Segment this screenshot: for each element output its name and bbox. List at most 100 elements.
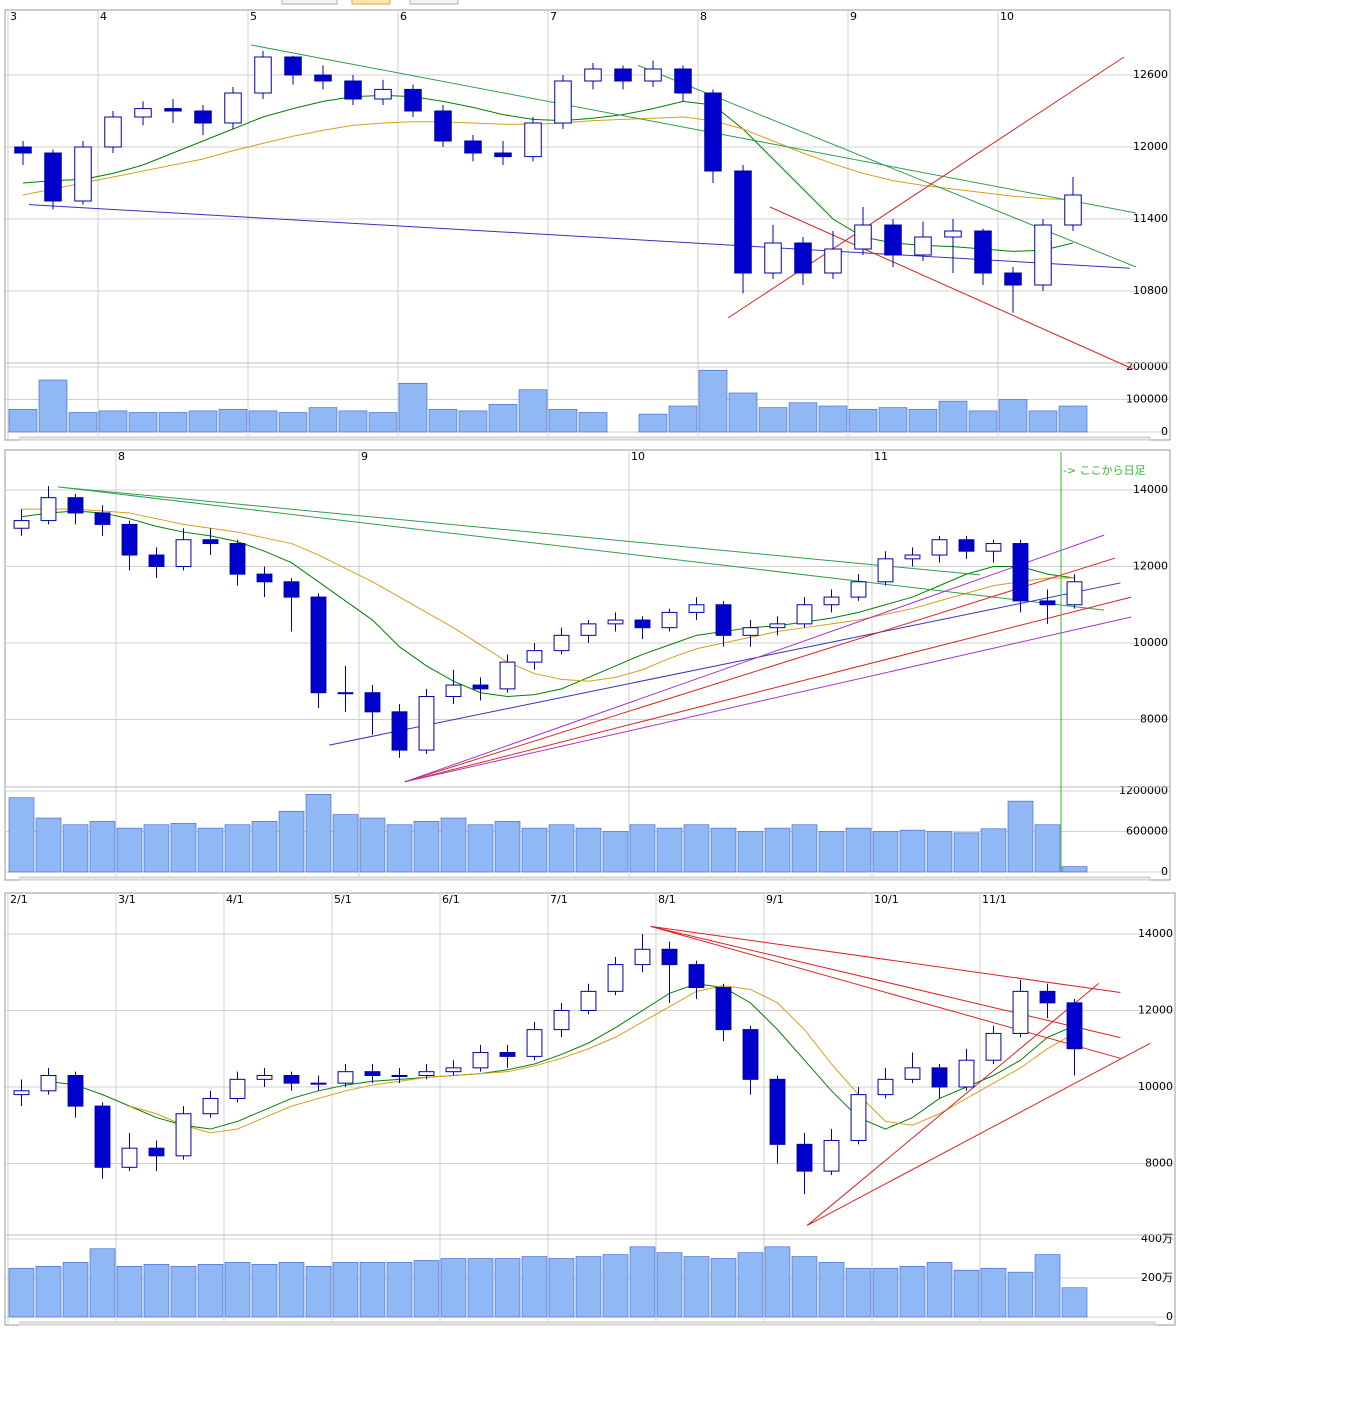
volume-bar (332, 1262, 359, 1318)
scrollbar (19, 1321, 1156, 1326)
tab[interactable] (351, 0, 391, 5)
volume-bar (278, 412, 308, 433)
volume-bar (38, 379, 68, 433)
y-tick-label: 12600 (1133, 68, 1168, 81)
moving-average (21, 510, 1075, 698)
volume-bar (683, 824, 710, 873)
candle-body (94, 1105, 111, 1168)
panel-frame (4, 9, 1171, 441)
candle-body (985, 543, 1002, 552)
x-tick-label: 5/1 (334, 893, 352, 906)
candle-body (445, 1067, 462, 1073)
panel-frame (4, 449, 1171, 881)
moving-average (21, 508, 1075, 682)
y-tick-label: 10000 (1138, 1080, 1173, 1093)
candle-body (175, 539, 192, 567)
x-tick-label: 3/1 (118, 893, 136, 906)
candle-body (958, 539, 975, 552)
trendline (28, 204, 1131, 269)
moving-average (129, 985, 1075, 1134)
candle-body (391, 1075, 408, 1078)
volume-bar (305, 1266, 332, 1318)
candle-body (40, 1075, 57, 1092)
volume-bar (764, 827, 791, 873)
volume-bar (788, 402, 818, 433)
volume-bar (62, 1262, 89, 1318)
candle-body (769, 1078, 786, 1145)
candle-body (526, 1029, 543, 1057)
candle-body (877, 558, 894, 583)
volume-bar (899, 829, 926, 873)
x-tick-label: 6/1 (442, 893, 460, 906)
candle-body (194, 110, 212, 124)
candle-body (40, 497, 57, 522)
volume-bar (602, 1254, 629, 1318)
trendline (727, 56, 1125, 319)
volume-bar (518, 389, 548, 433)
candle-body (94, 512, 111, 525)
candle-body (148, 554, 165, 567)
volume-bar (35, 817, 62, 873)
candle-body (121, 523, 138, 556)
volume-bar (521, 1256, 548, 1318)
candle-body (283, 581, 300, 598)
volume-bar (818, 831, 845, 873)
volume-bar (548, 408, 578, 433)
volume-bar (398, 382, 428, 433)
tab[interactable] (281, 0, 338, 5)
candle-body (67, 497, 84, 514)
candle-body (13, 520, 30, 529)
volume-bar (638, 413, 668, 433)
volume-bar (872, 831, 899, 873)
y-tick-label: 8000 (1140, 712, 1168, 725)
candle-body (974, 230, 992, 274)
volume-bar (308, 407, 338, 433)
candle-body (391, 711, 408, 751)
candle-body (1066, 1002, 1083, 1050)
volume-bar (845, 1267, 872, 1318)
volume-bar (1058, 405, 1088, 433)
y-tick-label: 8000 (1145, 1156, 1173, 1169)
volume-bar (548, 1258, 575, 1318)
volume-bar (158, 412, 188, 433)
volume-bar (188, 410, 218, 433)
candle-body (224, 92, 242, 124)
tab[interactable] (409, 0, 459, 5)
y-tick-label: 12000 (1133, 140, 1168, 153)
volume-bar (602, 831, 629, 873)
volume-bar (899, 1266, 926, 1318)
volume-bar (170, 823, 197, 873)
candle-body (904, 554, 921, 560)
volume-bar (338, 410, 368, 433)
volume-bar (998, 399, 1028, 433)
x-tick-label: 8/1 (658, 893, 676, 906)
candle-body (704, 92, 722, 172)
candle-body (104, 116, 122, 148)
trendline (650, 925, 1121, 994)
candle-body (764, 242, 782, 274)
candle-body (14, 146, 32, 154)
volume-bar (170, 1266, 197, 1318)
trendline (806, 982, 1100, 1226)
y-tick-label: 12000 (1133, 559, 1168, 572)
x-tick-label: 8 (118, 450, 125, 463)
candle-body (794, 242, 812, 274)
volume-bar (1028, 410, 1058, 433)
volume-bar (728, 392, 758, 433)
candle-body (931, 1067, 948, 1088)
x-tick-label: 4 (100, 10, 107, 23)
candle-body (553, 634, 570, 652)
volume-bar (818, 1262, 845, 1318)
trendline (650, 925, 1121, 1059)
volume-bar (1034, 824, 1061, 873)
volume-bar (758, 407, 788, 433)
candle-body (877, 1078, 894, 1096)
trendline (57, 486, 1105, 611)
candle-body (1004, 272, 1022, 286)
x-tick-label: 6 (400, 10, 407, 23)
candle-body (472, 1052, 489, 1069)
volume-bar (629, 1246, 656, 1318)
volume-bar (668, 405, 698, 433)
volume-bar (248, 410, 278, 433)
volume-tick-label: 0 (1161, 425, 1168, 438)
